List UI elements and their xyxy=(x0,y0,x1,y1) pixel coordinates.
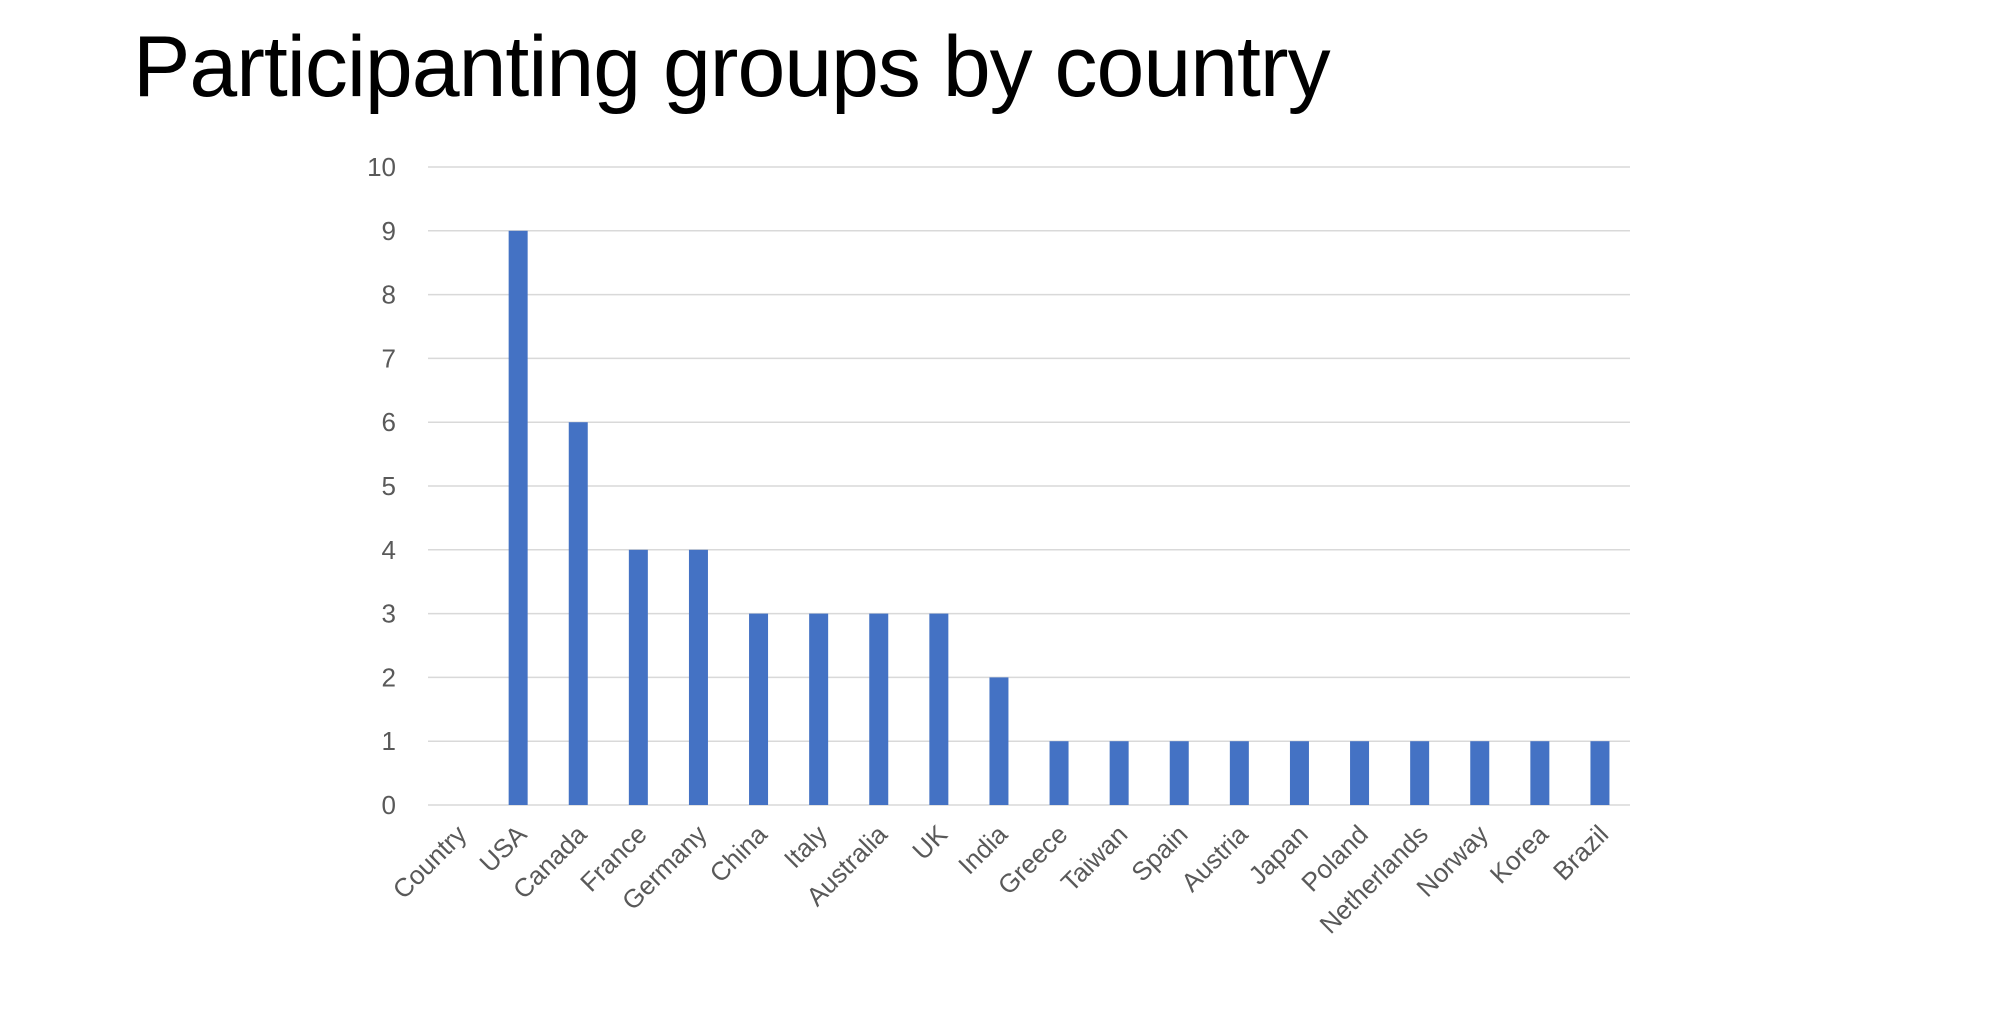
bar-taiwan xyxy=(1109,741,1129,805)
y-tick-label: 8 xyxy=(382,280,396,310)
bar-korea xyxy=(1530,741,1550,805)
bar-france xyxy=(628,549,648,805)
y-tick-label: 4 xyxy=(382,535,396,565)
bar-germany xyxy=(688,549,708,805)
bar-india xyxy=(989,677,1009,805)
x-tick-label: Brazil xyxy=(1547,819,1614,886)
bar-italy xyxy=(809,613,829,805)
y-axis-ticks: 0 1 2 3 4 5 6 7 8 9 10 xyxy=(367,152,396,820)
y-tick-label: 0 xyxy=(382,790,396,820)
bar-greece xyxy=(1049,741,1069,805)
x-tick-label: China xyxy=(704,819,774,889)
x-tick-label: Korea xyxy=(1484,819,1555,890)
bar-brazil xyxy=(1590,741,1610,805)
y-tick-label: 2 xyxy=(382,662,396,692)
x-tick-label: UK xyxy=(906,819,953,866)
y-tick-label: 1 xyxy=(382,726,396,756)
x-tick-label: Taiwan xyxy=(1055,819,1133,897)
bar-uk xyxy=(929,613,949,805)
y-tick-label: 3 xyxy=(382,599,396,629)
bar-australia xyxy=(869,613,889,805)
bar-china xyxy=(749,613,769,805)
y-tick-label: 7 xyxy=(382,343,396,373)
y-tick-label: 9 xyxy=(382,216,396,246)
bar-canada xyxy=(568,422,588,805)
slide-title: Participanting groups by country xyxy=(133,19,1331,115)
bars xyxy=(508,230,1610,806)
x-tick-label: Austria xyxy=(1175,819,1254,898)
y-tick-label: 10 xyxy=(367,152,396,182)
x-tick-label: Country xyxy=(387,819,473,905)
bar-spain xyxy=(1169,741,1189,805)
bar-usa xyxy=(508,230,528,806)
bar-norway xyxy=(1470,741,1490,805)
gridlines xyxy=(428,166,1630,806)
y-tick-label: 5 xyxy=(382,471,396,501)
y-tick-label: 6 xyxy=(382,407,396,437)
bar-netherlands xyxy=(1410,741,1430,805)
bar-poland xyxy=(1350,741,1370,805)
bar-austria xyxy=(1229,741,1249,805)
bar-japan xyxy=(1289,741,1309,805)
